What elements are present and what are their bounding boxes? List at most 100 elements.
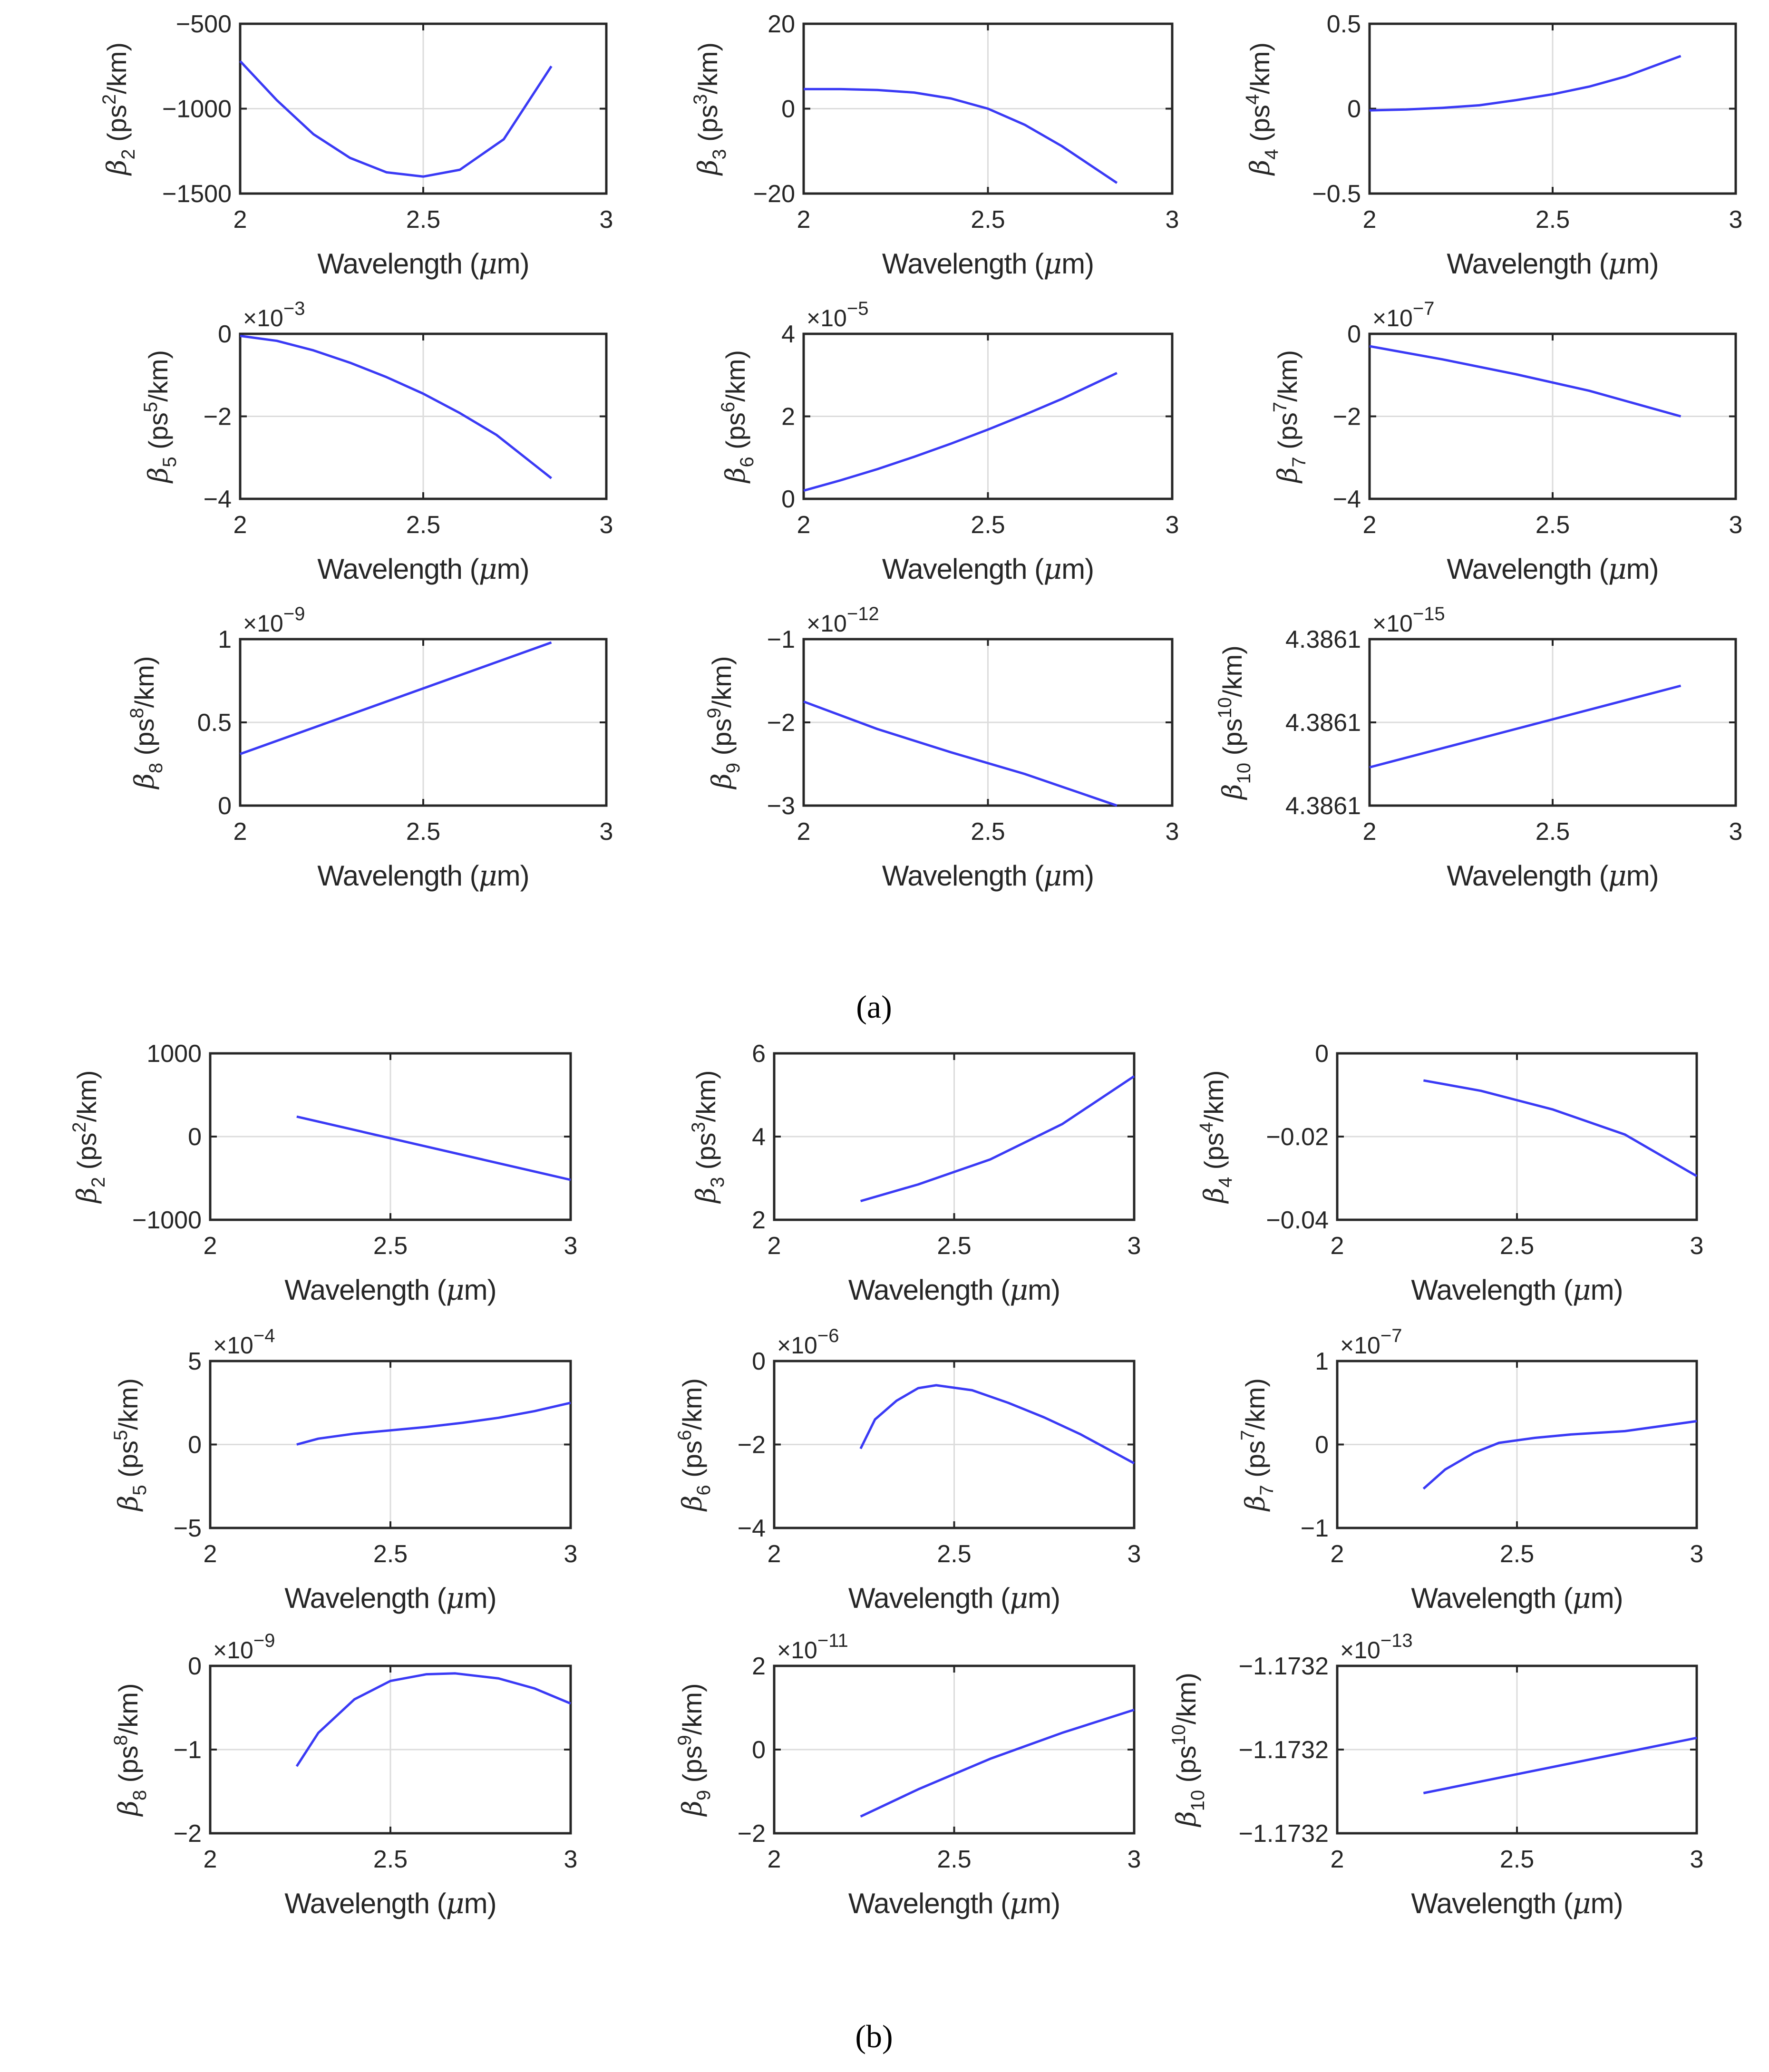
multiplier-exponent: −15 — [1413, 603, 1445, 624]
x-tick-label: 2.5 — [1500, 1540, 1534, 1568]
y-tick-label: −2 — [174, 1820, 202, 1848]
multiplier-exponent: −3 — [283, 298, 305, 319]
y-axis-label-unit-open: (ps — [720, 412, 750, 457]
x-axis-label-mu: μ — [446, 1887, 464, 1920]
y-axis-label-unit-close: /km) — [72, 1070, 102, 1122]
y-axis-label: β7 (ps7/km) — [1237, 1378, 1277, 1512]
y-axis-label-beta: β — [693, 160, 724, 176]
y-axis-label-unit-close: /km) — [707, 656, 737, 708]
multiplier-exponent: −6 — [817, 1325, 839, 1346]
y-axis-label-unit-open: (ps — [677, 1440, 707, 1485]
x-tick-label: 3 — [1690, 1846, 1704, 1873]
y-axis-label-subscript: 10 — [1234, 763, 1254, 784]
y-axis-label-subscript: 9 — [723, 763, 744, 773]
axis-multiplier: ×10−3 — [243, 298, 305, 331]
y-tick-label: −1000 — [162, 96, 232, 123]
x-axis-label: Wavelength (μm) — [848, 1582, 1060, 1615]
x-axis-label-mu: μ — [1010, 1582, 1028, 1615]
y-axis-label-subscript: 4 — [1215, 1177, 1236, 1187]
y-tick-label: −1000 — [132, 1206, 202, 1234]
x-axis-label-text: Wavelength ( — [848, 1887, 1010, 1919]
y-tick-label: −0.02 — [1266, 1123, 1329, 1151]
y-tick-label: 0 — [752, 1348, 766, 1375]
y-axis-label-subscript: 6 — [737, 457, 758, 467]
y-axis-label: β2 (ps2/km) — [99, 42, 139, 176]
x-tick-label: 2 — [204, 1232, 217, 1260]
y-tick-label: −0.5 — [1312, 180, 1361, 208]
y-axis-label-unit-open: (ps — [1199, 1133, 1229, 1177]
x-tick-label: 2 — [204, 1540, 217, 1568]
y-axis-label-unit-open: (ps — [72, 1133, 102, 1177]
data-line — [296, 1115, 571, 1181]
x-axis-label: Wavelength (μm) — [1411, 1887, 1623, 1920]
x-axis-label-text: Wavelength ( — [317, 860, 479, 892]
y-tick-label: −4 — [738, 1515, 766, 1542]
multiplier-base: ×10 — [807, 610, 847, 637]
y-tick-label: 0 — [218, 792, 232, 820]
data-line — [859, 1384, 1135, 1465]
y-tick-label: −1500 — [162, 180, 232, 208]
y-axis-label-unit-close: /km) — [1199, 1070, 1229, 1122]
multiplier-base: ×10 — [807, 305, 847, 331]
x-tick-label: 3 — [564, 1232, 578, 1260]
x-tick-label: 3 — [1127, 1232, 1141, 1260]
x-axis-label: Wavelength (μm) — [848, 1274, 1060, 1307]
x-tick-label: 2 — [1363, 818, 1377, 846]
x-axis-label-unit: m) — [464, 1582, 496, 1614]
x-axis-label-mu: μ — [446, 1274, 464, 1307]
y-axis-label: β6 (ps6/km) — [674, 1378, 714, 1512]
multiplier-base: ×10 — [213, 1332, 253, 1359]
x-axis-label-text: Wavelength ( — [848, 1582, 1010, 1614]
y-axis-label-power: 9 — [704, 708, 725, 718]
y-tick-label: −0.04 — [1266, 1206, 1329, 1234]
axis-multiplier: ×10−9 — [213, 1630, 275, 1663]
x-axis-label-text: Wavelength ( — [1447, 860, 1608, 892]
y-tick-label: 4 — [781, 321, 795, 348]
y-axis-label-beta: β — [1217, 784, 1248, 800]
y-tick-label: 4 — [752, 1123, 766, 1151]
y-axis-label: β3 (ps3/km) — [690, 42, 730, 176]
y-axis-label-power: 4 — [1196, 1122, 1217, 1132]
y-axis-label-subscript: 7 — [1289, 457, 1310, 467]
x-tick-label: 2 — [233, 818, 247, 846]
data-line — [295, 1672, 571, 1767]
y-tick-label: 0 — [781, 486, 795, 513]
x-axis-label-text: Wavelength ( — [317, 248, 479, 280]
y-tick-label: 0 — [1347, 96, 1361, 123]
y-tick-label: 0 — [1315, 1431, 1329, 1459]
y-tick-label: 4.3861 — [1285, 626, 1361, 653]
y-tick-label: 0 — [1347, 321, 1361, 348]
multiplier-base: ×10 — [1372, 610, 1413, 637]
x-tick-label: 3 — [1166, 206, 1179, 233]
x-axis-label: Wavelength (μm) — [1447, 553, 1658, 586]
multiplier-exponent: −9 — [253, 1630, 275, 1651]
x-axis-label-mu: μ — [479, 553, 497, 586]
y-tick-label: −4 — [1333, 486, 1361, 513]
x-tick-label: 2.5 — [971, 511, 1005, 539]
y-axis-label: β5 (ps5/km) — [110, 1378, 150, 1512]
data-line — [1423, 1079, 1698, 1177]
x-axis-label-unit: m) — [497, 248, 529, 280]
y-axis-label-beta: β — [677, 1800, 708, 1817]
x-tick-label: 2.5 — [406, 818, 440, 846]
x-axis-label-unit: m) — [1591, 1887, 1623, 1919]
y-tick-label: 0.5 — [197, 709, 232, 737]
y-axis-label: β10 (ps10/km) — [1168, 1673, 1208, 1828]
y-axis-label-beta: β — [113, 1800, 144, 1817]
x-axis-label: Wavelength (μm) — [1411, 1582, 1623, 1615]
y-axis-label: β4 (ps4/km) — [1196, 1070, 1236, 1204]
y-axis-label: β8 (ps8/km) — [126, 656, 166, 789]
x-tick-label: 2 — [1363, 206, 1377, 233]
x-axis-label-text: Wavelength ( — [1411, 1582, 1573, 1614]
y-axis-label-unit-close: /km) — [113, 1378, 143, 1430]
y-axis-label: β3 (ps3/km) — [688, 1070, 728, 1204]
x-tick-label: 3 — [1729, 818, 1743, 846]
x-tick-label: 2 — [768, 1846, 781, 1873]
y-tick-label: −1.1732 — [1239, 1736, 1329, 1764]
y-axis-label-unit-open: (ps — [693, 105, 723, 149]
data-line — [1369, 55, 1682, 112]
